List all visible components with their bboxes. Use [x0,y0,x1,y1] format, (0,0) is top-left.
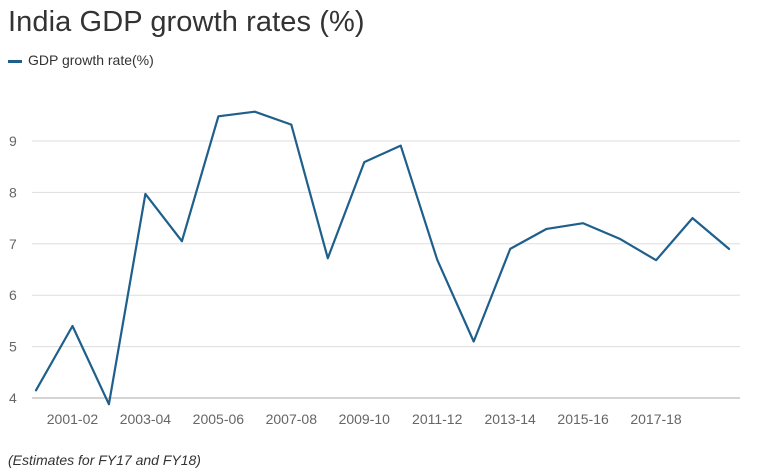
y-tick-label: 6 [9,287,17,303]
data-point-2001-02 [68,322,76,330]
data-point-2006-07 [251,108,259,116]
data-point-2002-03 [105,400,113,408]
data-point-2014-15 [543,225,551,233]
data-point-2009-10 [360,158,368,166]
y-tick-label: 8 [9,184,17,200]
series-line-gdp-growth-rate [34,110,731,406]
footnote: (Estimates for FY17 and FY18) [8,452,201,468]
y-tick-label: 7 [9,236,17,252]
data-point-2008-09 [324,254,332,262]
grid-layer [32,140,740,399]
data-point-2011-12 [433,256,441,264]
legend: GDP growth rate(%) [8,52,154,68]
data-point-2000-01 [32,386,40,394]
legend-swatch [8,59,22,63]
y-tick-label: 5 [9,339,17,355]
x-tick-label: 2007-08 [266,411,318,427]
data-point-2013-14 [506,245,514,253]
data-point-2016-17 [616,235,624,243]
chart-title: India GDP growth rates (%) [8,6,365,38]
y-tick-label: 4 [9,390,17,406]
x-tick-label: 2011-12 [412,411,463,427]
x-tick-label: 2005-06 [193,411,245,427]
data-point-2012-13 [470,337,478,345]
axis-layer: 4 5 6 7 8 9 2001-02 2003-04 2005-06 2007-08 2009-1… [9,133,682,427]
y-tick-label: 9 [9,133,17,149]
x-tick-label: 2015-16 [557,411,609,427]
data-point-2003-04 [141,190,149,198]
data-point-2019-20 [725,245,733,253]
data-point-2018-19 [689,214,697,222]
x-tick-label: 2017-18 [630,411,682,427]
x-tick-label: 2009-10 [339,411,391,427]
data-point-2010-11 [397,142,405,150]
x-tick-label: 2013-14 [484,411,536,427]
data-point-2007-08 [287,121,295,129]
x-tick-label: 2001-02 [47,411,99,427]
x-tick-label: 2003-04 [120,411,172,427]
series-layer [32,108,733,408]
data-point-2005-06 [214,112,222,120]
data-point-2015-16 [579,219,587,227]
legend-label: GDP growth rate(%) [28,52,154,68]
data-point-2017-18 [652,256,660,264]
data-point-2004-05 [178,237,186,245]
